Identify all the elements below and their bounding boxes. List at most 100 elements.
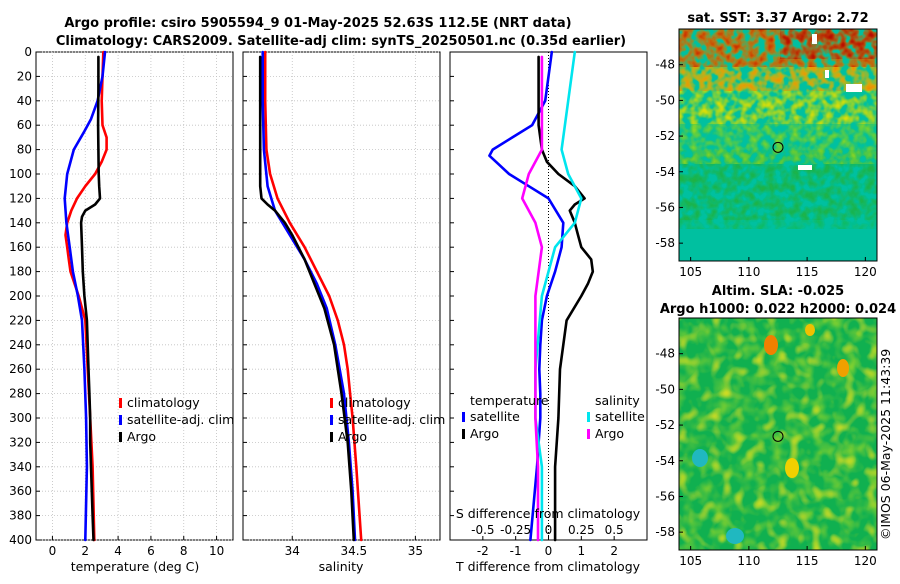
salinity-series — [258, 50, 363, 542]
legend-t-argo-swatch — [462, 429, 465, 439]
temperature-legend: climatology satellite-adj. clim Argo — [119, 395, 234, 444]
map-x-tick-label: 105 — [679, 265, 702, 279]
depth-tick-label: 400 — [9, 533, 32, 547]
salinity-grid — [243, 51, 440, 541]
sst-heatmap — [679, 29, 877, 261]
sst-cloud-mask — [846, 84, 862, 92]
legend-argo-label: Argo — [127, 429, 156, 444]
temperature-series — [63, 50, 108, 542]
map-y-tick-label: -52 — [655, 129, 675, 143]
temperature-difference-axis-label: T difference from climatology — [455, 559, 641, 574]
difference-tick-marks — [450, 51, 615, 541]
legend-satellite-swatch — [119, 415, 122, 425]
legend-argo-swatch — [119, 432, 122, 442]
salinity-tick-labels: 34 34.5 35 — [285, 544, 423, 558]
legend-satellite-label: satellite-adj. clim — [338, 412, 445, 427]
sla-heatmap — [679, 318, 877, 550]
salinity-panel: 34 34.5 35 salinity climatology satellite-… — [242, 50, 445, 574]
temperature-tick-labels: 0 2 4 6 8 10 — [49, 544, 225, 558]
sst-cloud-mask — [798, 165, 812, 170]
depth-tick-label: 340 — [9, 460, 32, 474]
depth-tick-label: 80 — [17, 143, 32, 157]
temperature-difference-tick-labels: -2 -1 0 1 2 — [477, 544, 618, 558]
argo-location-marker — [772, 430, 784, 442]
depth-tick-label: 140 — [9, 216, 32, 230]
x-tick-label: 0 — [545, 544, 553, 558]
sla-yellow-layer — [679, 318, 877, 550]
series-line-t-argo — [537, 55, 595, 542]
sla-high-patch — [837, 359, 849, 377]
depth-tick-label: 20 — [17, 69, 32, 83]
depth-tick-label: 220 — [9, 313, 32, 327]
legend-s-argo-swatch — [587, 429, 590, 439]
salinity-diff-tick-label: 0.5 — [605, 523, 624, 537]
x-tick-label: 10 — [209, 544, 224, 558]
depth-tick-label: 60 — [17, 118, 32, 132]
temperature-axes-box — [35, 51, 234, 541]
x-tick-label: -2 — [477, 544, 489, 558]
legend-climatology-label: climatology — [127, 395, 200, 410]
sst-cloud-mask — [825, 70, 829, 78]
map-x-tick-label: 120 — [854, 265, 877, 279]
map-y-tick-label: -48 — [655, 347, 675, 361]
salinity-difference-axis-label: S difference from climatology — [456, 506, 641, 521]
map-y-tick-label: -54 — [655, 454, 675, 468]
argo-location-marker — [772, 141, 784, 153]
x-tick-label: 2 — [610, 544, 618, 558]
salinity-difference-tick-labels: -0.5 -0.25 0 0.25 0.5 — [471, 523, 624, 537]
map-x-tick-label: 110 — [737, 554, 760, 568]
map-y-tick-label: -56 — [655, 200, 675, 214]
depth-tick-label: 260 — [9, 362, 32, 376]
salinity-diff-tick-label: 0 — [545, 523, 553, 537]
series-line-argo — [79, 55, 102, 542]
legend-s-satellite-label: satellite — [595, 409, 645, 424]
map-x-tick-label: 105 — [679, 554, 702, 568]
sla-high-patch — [785, 458, 799, 478]
depth-tick-label: 280 — [9, 387, 32, 401]
legend-t-satellite-swatch — [462, 412, 465, 422]
x-tick-label: 8 — [180, 544, 188, 558]
depth-tick-label: 360 — [9, 484, 32, 498]
x-tick-label: 1 — [578, 544, 586, 558]
map-y-tick-label: -58 — [655, 525, 675, 539]
map-y-tick-label: -52 — [655, 418, 675, 432]
salinity-diff-tick-label: -0.5 — [471, 523, 494, 537]
difference-panel: S difference from climatology -0.5 -0.25 0… — [449, 50, 648, 574]
legend-temperature-heading: temperature — [470, 393, 549, 408]
sla-map-panel: Altim. SLA: -0.025 Argo h1000: 0.022 h20… — [655, 284, 896, 568]
depth-tick-labels: 0 20 40 60 80 100 120 140 160 180 200 220 240 260 280 3… — [9, 45, 32, 547]
depth-tick-label: 100 — [9, 167, 32, 181]
difference-series — [488, 50, 595, 542]
map-y-tick-label: -56 — [655, 489, 675, 503]
legend-climatology-swatch — [330, 398, 333, 408]
x-tick-label: 34 — [285, 544, 300, 558]
map-x-tick-label: 110 — [737, 265, 760, 279]
sla-high-patch — [805, 324, 815, 336]
series-line-climatology — [263, 50, 363, 542]
sst-map-frame — [678, 28, 878, 262]
x-tick-label: 0 — [49, 544, 57, 558]
legend-argo-swatch — [330, 432, 333, 442]
map-y-tick-label: -58 — [655, 236, 675, 250]
depth-tick-label: 160 — [9, 240, 32, 254]
series-line-t-satellite — [488, 50, 565, 542]
legend-t-argo-label: Argo — [470, 426, 499, 441]
imos-timestamp-watermark: ©IMOS 06-May-2025 11:43:39 — [878, 349, 893, 540]
legend-climatology-swatch — [119, 398, 122, 408]
temperature-grid — [36, 51, 233, 541]
series-line-s-argo — [520, 55, 544, 542]
depth-tick-label: 380 — [9, 509, 32, 523]
sla-low-patch — [726, 528, 744, 544]
sst-map-title: sat. SST: 3.37 Argo: 2.72 — [687, 11, 868, 26]
map-y-tick-label: -48 — [655, 58, 675, 72]
x-tick-label: 6 — [147, 544, 155, 558]
figure-title-line1: Argo profile: csiro 5905594_9 01-May-202… — [64, 16, 571, 31]
series-line-satellite-adj-clim — [63, 50, 107, 542]
map-x-tick-label: 120 — [854, 554, 877, 568]
legend-climatology-label: climatology — [338, 395, 411, 410]
sst-cloud-mask — [812, 34, 817, 44]
map-y-tick-label: -50 — [655, 93, 675, 107]
depth-tick-label: 40 — [17, 94, 32, 108]
x-tick-label: 35 — [408, 544, 423, 558]
